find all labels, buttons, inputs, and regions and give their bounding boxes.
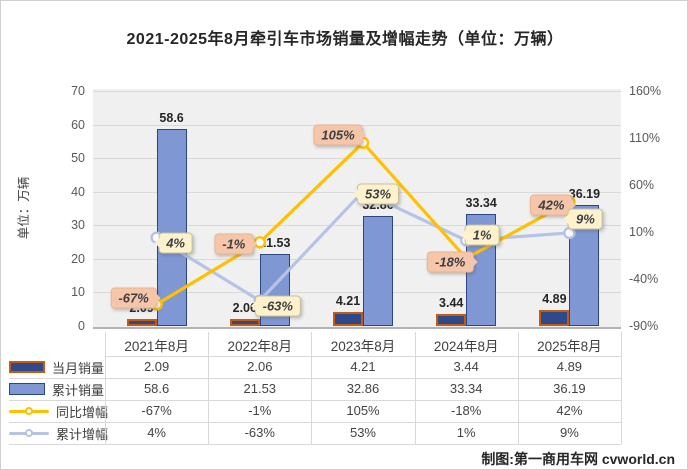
table-column-separator	[517, 332, 519, 444]
monthly-sales-legend-key-icon	[9, 361, 45, 373]
yoy-growth-callout: -18%	[427, 251, 478, 273]
left-axis-tick: 20	[71, 251, 85, 266]
left-axis-tick: 0	[78, 319, 85, 333]
cumulative-growth-marker	[563, 226, 576, 240]
gridline	[93, 292, 621, 294]
left-axis-tick: 40	[71, 184, 85, 199]
table-column-header: 2022年8月	[227, 339, 293, 354]
legend-item-cumulative-growth: 累计增幅	[9, 423, 109, 443]
source-credit: 制图:第一商用车网 cvworld.cn	[481, 451, 675, 467]
table-column-header: 2021年8月	[124, 339, 189, 354]
table-line	[9, 400, 621, 401]
cumulative-sales-legend-key-icon	[9, 383, 45, 395]
table-cell: 9%	[559, 425, 579, 440]
bar-value-label: 33.34	[465, 196, 497, 211]
table-cell: -18%	[451, 403, 482, 418]
page-title: 2021-2025年8月牵引车市场销量及增幅走势（单位：万辆）	[126, 31, 564, 48]
yoy-growth-callout: 42%	[530, 194, 577, 216]
legend-item-yoy-growth: 同比增幅	[9, 401, 109, 421]
monthly-sales-bar	[333, 311, 363, 326]
legend-item-monthly-sales: 当月销量	[9, 357, 105, 377]
cumulative-growth-callout: 4%	[154, 232, 193, 254]
table-column-separator	[105, 332, 106, 444]
cumulative-growth-legend-key-icon	[9, 427, 49, 439]
cumulative-sales-bar	[363, 215, 393, 326]
right-axis-tick: 160%	[629, 84, 661, 98]
table-cell: -67%	[141, 403, 172, 418]
monthly-sales-bar	[229, 319, 260, 326]
legend-item-cumulative-sales: 累计销量	[9, 379, 105, 399]
yoy-growth-callout: -67%	[110, 287, 161, 309]
cumulative-growth-callout: 53%	[353, 183, 400, 205]
table-column-header: 2023年8月	[330, 339, 396, 354]
table-cell: 53%	[349, 425, 376, 440]
table-cell: 2.06	[247, 359, 273, 374]
table-cell: 58.6	[143, 381, 170, 396]
cumulative-growth-callout: 9%	[564, 208, 603, 230]
bar-value-label: 3.44	[439, 296, 464, 311]
gridline	[93, 225, 621, 227]
table-cell: 105%	[346, 403, 380, 418]
legend-label: 当月销量	[52, 360, 105, 376]
table-cell: 32.86	[346, 381, 380, 396]
left-axis-tick: 70	[71, 84, 85, 98]
legend-label: 累计增幅	[56, 426, 109, 442]
bar-value-label: 21.53	[259, 235, 291, 250]
table-line	[9, 378, 621, 379]
right-axis-tick: -40%	[629, 272, 659, 286]
table-cell: 1%	[456, 425, 476, 440]
left-axis-tick: 30	[71, 218, 85, 233]
table-column-separator	[208, 332, 210, 444]
bar-value-label: 36.19	[568, 186, 601, 201]
table-column-separator	[621, 332, 622, 444]
monthly-sales-bar	[539, 309, 570, 326]
table-cell: 4%	[147, 425, 166, 440]
cumulative-sales-bar	[156, 129, 187, 326]
table-cell: -63%	[244, 425, 275, 440]
table-line	[9, 444, 621, 445]
yoy-growth-line	[155, 141, 571, 306]
table-line	[9, 422, 621, 423]
gridline	[93, 258, 621, 260]
bar-value-label: 4.89	[542, 291, 567, 306]
yoy-growth-callout: -1%	[214, 233, 258, 255]
table-column-header: 2025年8月	[537, 339, 602, 354]
table-cell: 33.34	[449, 381, 483, 396]
gridline	[93, 91, 621, 92]
legend-label: 累计销量	[52, 382, 105, 398]
left-axis-tick: 60	[71, 117, 85, 132]
right-axis-tick: 60%	[629, 178, 655, 192]
right-axis-tick: -90%	[629, 319, 659, 333]
left-axis-tick: 10	[71, 285, 85, 300]
table-cell: -1%	[248, 403, 272, 418]
right-axis-tick: 110%	[629, 131, 661, 145]
table-cell: 4.21	[350, 359, 376, 374]
table-cell: 4.89	[556, 359, 583, 374]
table-cell: 36.19	[553, 381, 586, 396]
cumulative-growth-callout: -63%	[250, 295, 301, 317]
table-column-separator	[414, 332, 416, 444]
yoy-growth-legend-key-icon	[9, 405, 49, 417]
table-line	[105, 356, 621, 357]
bar-value-label: 4.21	[335, 293, 361, 308]
gridline	[93, 158, 621, 160]
table-column-header: 2024年8月	[433, 339, 499, 354]
monthly-sales-bar	[436, 314, 467, 326]
table-cell: 42%	[556, 403, 583, 418]
right-axis-tick: 10%	[629, 225, 655, 239]
table-cell: 3.44	[453, 359, 479, 374]
monthly-sales-bar	[126, 318, 157, 326]
x-axis-line	[93, 327, 621, 329]
yoy-growth-callout: 105%	[313, 124, 367, 146]
table-column-separator	[311, 332, 313, 444]
table-cell: 2.09	[143, 359, 170, 374]
bar-value-label: 58.6	[159, 111, 184, 126]
table-cell: 21.53	[243, 381, 277, 396]
left-axis-tick: 50	[71, 151, 85, 166]
cumulative-growth-callout: 1%	[460, 224, 500, 246]
legend-label: 同比增幅	[56, 404, 109, 420]
